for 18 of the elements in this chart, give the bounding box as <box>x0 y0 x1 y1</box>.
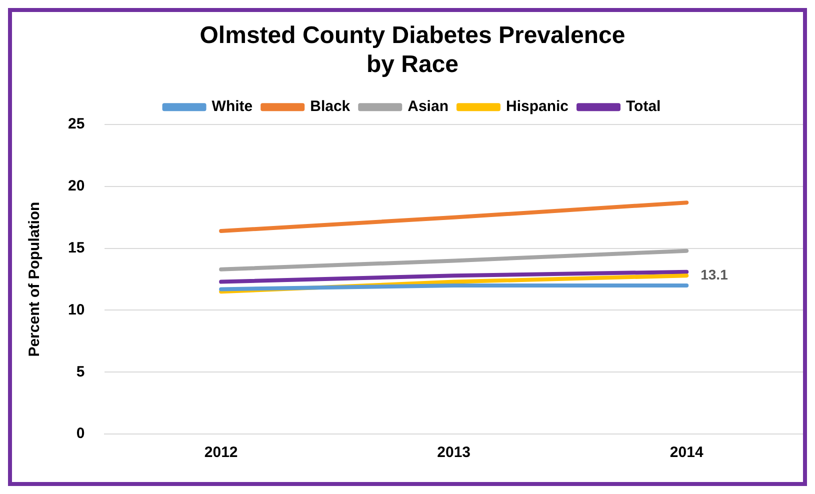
x-tick-label: 2012 <box>204 444 238 462</box>
y-tick-label: 25 <box>68 116 85 133</box>
legend-label: Black <box>310 98 351 116</box>
legend-label: Total <box>626 98 661 116</box>
y-tick-label: 10 <box>68 301 85 318</box>
legend-label: White <box>212 98 253 116</box>
y-tick-label: 5 <box>76 363 85 380</box>
y-axis-title: Percent of Population <box>26 202 44 357</box>
data-label: 13.1 <box>700 266 728 283</box>
y-tick-label: 15 <box>68 240 85 256</box>
legend-label: Asian <box>408 98 448 116</box>
y-tick-label: 20 <box>68 178 85 195</box>
x-tick-label: 2013 <box>437 444 471 462</box>
legend-label: Hispanic <box>506 98 569 116</box>
text: Olmsted County Diabetes Prevalence <box>200 22 626 50</box>
x-tick-label: 2014 <box>670 444 704 462</box>
text: by Race <box>366 50 459 78</box>
y-tick-label: 0 <box>76 425 85 442</box>
